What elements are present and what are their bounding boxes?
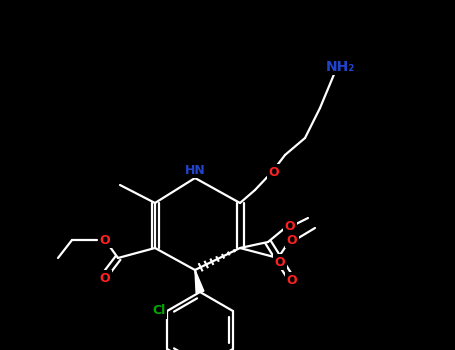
Text: O: O	[100, 272, 110, 285]
Text: O: O	[100, 233, 110, 246]
Polygon shape	[195, 270, 204, 293]
Text: O: O	[269, 166, 279, 178]
Text: O: O	[287, 233, 297, 246]
Text: O: O	[275, 256, 285, 268]
Text: HN: HN	[185, 163, 205, 176]
Text: O: O	[287, 273, 297, 287]
Text: O: O	[285, 219, 295, 232]
Text: NH₂: NH₂	[325, 60, 354, 74]
Text: Cl: Cl	[152, 304, 166, 317]
